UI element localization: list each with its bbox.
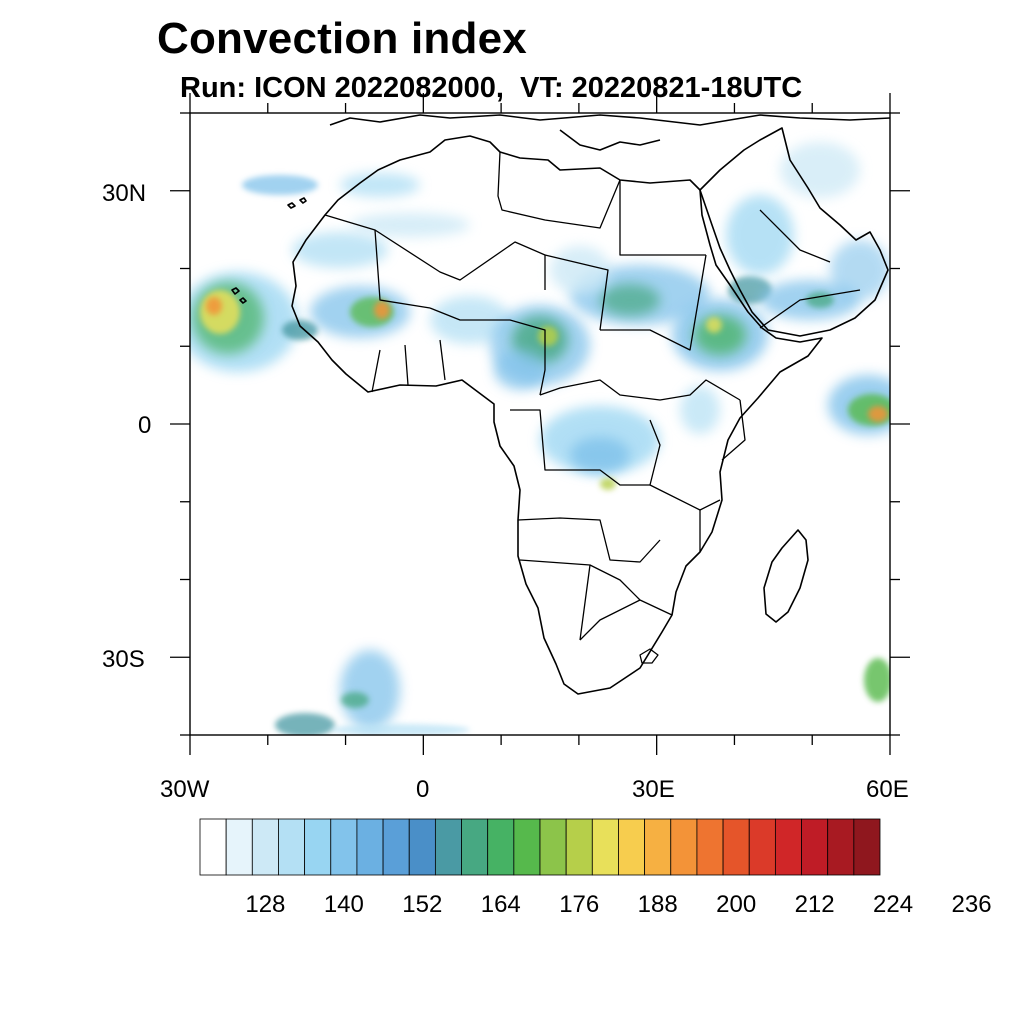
conv-south-band-b (275, 713, 335, 735)
conv-morocco (340, 173, 420, 197)
conv-north-arabia (780, 142, 860, 198)
colorbar-swatch (434, 818, 462, 876)
conv-sw-indian (864, 658, 890, 702)
conv-arabia (726, 195, 794, 275)
colorbar-swatch (539, 818, 567, 876)
conv-cameroon (494, 350, 546, 390)
lat-label-30n: 30N (102, 180, 147, 207)
colorbar-swatch (853, 818, 881, 876)
lon-label-0: 0 (416, 776, 430, 803)
axis-ticks (170, 93, 910, 755)
conv-south-band-c (330, 724, 470, 735)
colorbar-label: 140 (324, 891, 364, 918)
madagascar-coastline (763, 529, 809, 623)
lat-label-0: 0 (138, 412, 152, 439)
colorbar-swatch (696, 818, 724, 876)
lat-label-30s: 30S (102, 646, 145, 673)
conv-canary (242, 175, 318, 195)
colorbar-label: 236 (952, 891, 992, 918)
conv-atlantic-core (200, 290, 240, 334)
mediterranean-coast (559, 129, 661, 151)
conv-arabian-sea-core (868, 406, 888, 422)
europe-coastline (329, 114, 890, 126)
colorbar-label: 152 (402, 891, 442, 918)
coastlines (231, 114, 890, 695)
colorbar-swatch (278, 818, 306, 876)
chart-title: Convection index (157, 14, 527, 63)
colorbar-swatch (774, 818, 802, 876)
colorbar-swatch (225, 818, 253, 876)
colorbar-swatch (251, 818, 279, 876)
conv-atlantic-hot (206, 297, 222, 315)
colorbar-swatch (382, 818, 410, 876)
colorbar-swatch (618, 818, 646, 876)
colorbar-label: 212 (795, 891, 835, 918)
colorbar-label: 128 (245, 891, 285, 918)
lon-label-30e: 30E (632, 776, 675, 803)
colorbar-swatch (461, 818, 489, 876)
colorbar-swatch (565, 818, 593, 876)
conv-south-band-core (341, 692, 369, 708)
colorbar-label: 188 (638, 891, 678, 918)
africa-coastline (291, 135, 823, 695)
country-borders (324, 151, 861, 664)
colorbar-swatch (304, 818, 332, 876)
colorbar-swatch (670, 818, 698, 876)
colorbar-swatch (513, 818, 541, 876)
colorbar-swatch (591, 818, 619, 876)
conv-sahara-band (350, 213, 470, 237)
convection-field (190, 142, 890, 735)
colorbar-label: 224 (873, 891, 913, 918)
colorbar-swatch (644, 818, 672, 876)
conv-chad-core (538, 326, 558, 346)
conv-south-band-a (340, 650, 400, 730)
cape-verde (231, 287, 247, 304)
colorbar-label: 200 (716, 891, 756, 918)
colorbar-swatch (748, 818, 776, 876)
conv-mali-core (374, 301, 390, 319)
colorbar-swatch (199, 818, 227, 876)
lon-label-60e: 60E (866, 776, 909, 803)
chart-subtitle: Run: ICON 2022082000, VT: 20220821-18UTC (180, 72, 803, 104)
colorbar-label: 176 (559, 891, 599, 918)
conv-congo-mid (570, 437, 630, 473)
conv-east-africa (680, 386, 720, 434)
canary-islands (287, 197, 307, 209)
conv-sudan-mid (600, 284, 660, 316)
colorbar-swatch (801, 818, 829, 876)
colorbar-swatch (487, 818, 515, 876)
conv-congo-core (600, 478, 616, 490)
arabia-coastline (699, 127, 889, 337)
conv-ethiopia-core (706, 317, 722, 333)
conv-mauritania (292, 232, 388, 268)
colorbar-swatch (722, 818, 750, 876)
colorbar-swatch (356, 818, 384, 876)
colorbar-swatch (408, 818, 436, 876)
colorbar-label: 164 (481, 891, 521, 918)
colorbar-swatch (330, 818, 358, 876)
colorbar-swatch (827, 818, 855, 876)
colorbar: 128 140 152 164 176 188 200 212 224 236 (199, 818, 992, 918)
lon-label-30w: 30W (160, 776, 210, 803)
conv-sudan-north (550, 246, 610, 294)
conv-gulf (830, 240, 890, 300)
